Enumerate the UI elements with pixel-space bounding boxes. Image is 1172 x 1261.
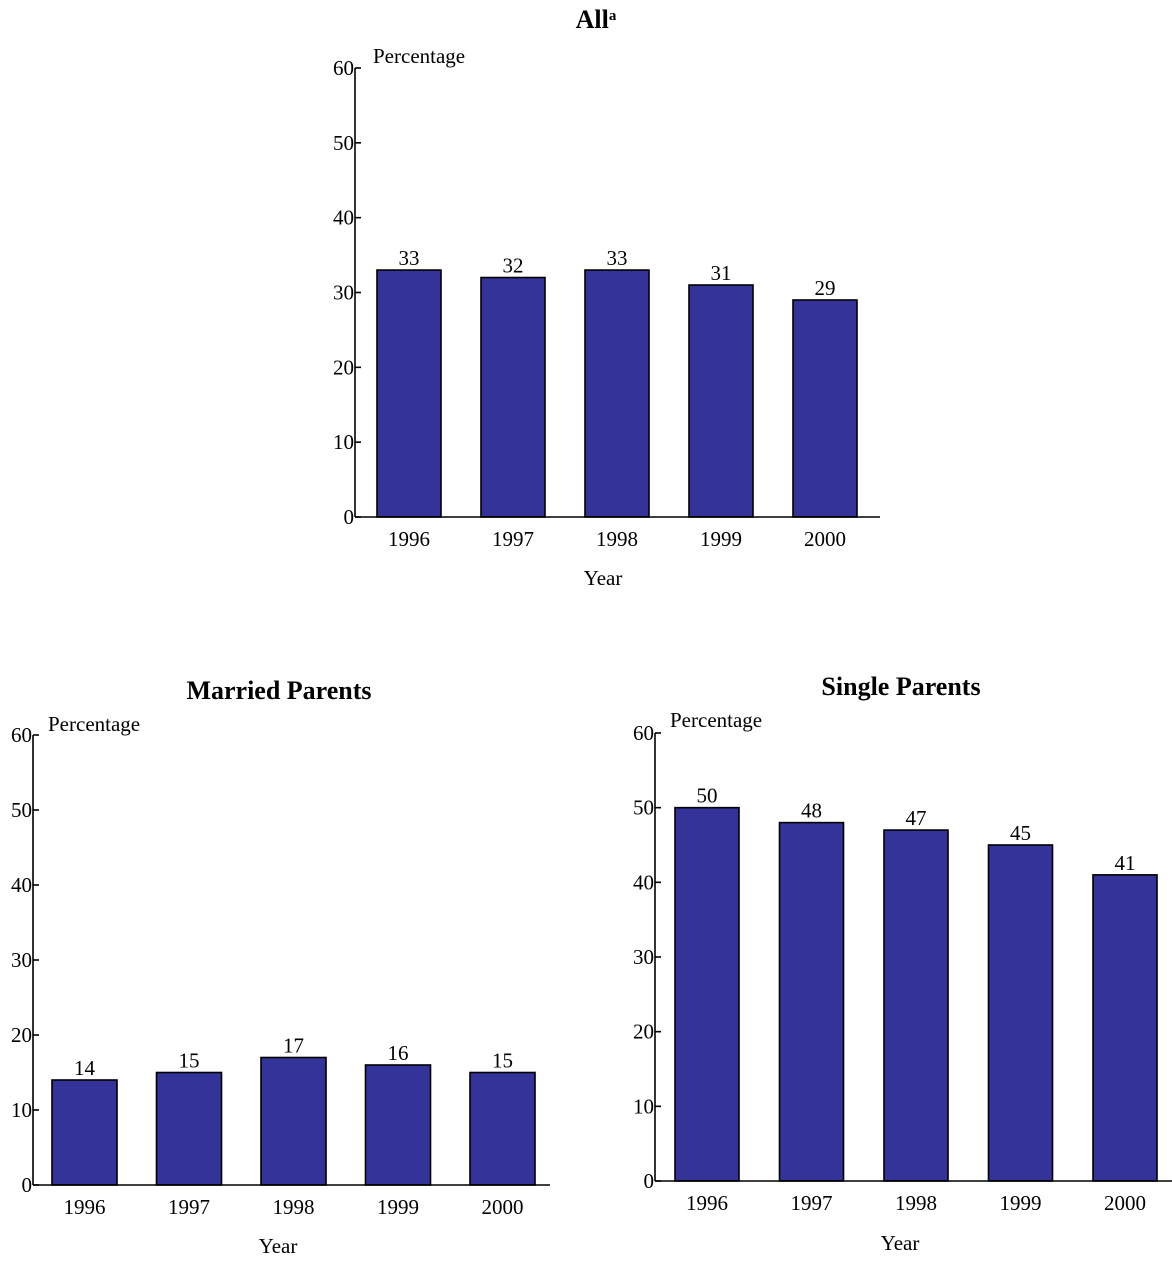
- chart-all-bar-1999: [688, 284, 754, 518]
- chart-all-axes: [354, 67, 880, 518]
- chart-all-bar-1996: [376, 269, 442, 518]
- chart-all-value-label-1996: 33: [399, 246, 420, 270]
- chart-married-parents-ylabel: Percentage: [48, 712, 140, 736]
- chart-married-parents-x-tick-label-2000: 2000: [482, 1195, 524, 1219]
- chart-single-parents-ylabel: Percentage: [670, 708, 762, 732]
- chart-single-parents-axes: [654, 732, 1172, 1182]
- chart-single-parents-value-label-1996: 50: [697, 784, 718, 808]
- chart-married-parents-bar-1998: [260, 1056, 327, 1186]
- chart-single-parents-y-tick-label-30: 30: [633, 945, 654, 969]
- chart-all-x-tick-label-2000: 2000: [804, 527, 846, 551]
- chart-all-value-label-1999: 31: [711, 261, 732, 285]
- chart-all-ylabel: Percentage: [373, 44, 465, 68]
- chart-single-parents-value-label-2000: 41: [1115, 851, 1136, 875]
- chart-single-parents-ticks: 1996 1997 1998 1999 2000 0 10 20 30 40 50 60: [633, 721, 1146, 1215]
- chart-all-xlabel: Year: [584, 566, 623, 590]
- chart-married-parents-y-tick-label-30: 30: [11, 948, 32, 972]
- chart-single-parents-bar-1999: [987, 844, 1054, 1182]
- chart-single-parents-bar-1997: [778, 821, 845, 1182]
- chart-single-parents-x-tick-label-1997: 1997: [791, 1191, 833, 1215]
- chart-all-y-tick-label-10: 10: [333, 430, 354, 454]
- chart-married-parents-x-tick-label-1997: 1997: [168, 1195, 210, 1219]
- chart-single-parents-y-tick-label-10: 10: [633, 1094, 654, 1118]
- chart-single-parents-bars: 50 48 47 45 41: [674, 784, 1158, 1182]
- chart-married-parents-value-label-1998: 17: [283, 1034, 304, 1058]
- chart-single-parents-title: Single Parents: [821, 672, 980, 701]
- chart-married-parents-x-tick-label-1998: 1998: [273, 1195, 315, 1219]
- chart-single-parents-value-label-1998: 47: [906, 806, 927, 830]
- chart-all-bar-1998: [584, 269, 650, 518]
- chart-all-bar-2000: [792, 299, 858, 518]
- chart-single-parents-y-tick-label-40: 40: [633, 870, 654, 894]
- chart-single-parents-x-tick-label-1996: 1996: [686, 1191, 728, 1215]
- chart-single-parents-value-label-1999: 45: [1010, 821, 1031, 845]
- chart-all-y-tick-label-40: 40: [333, 206, 354, 230]
- chart-married-parents-y-tick-label-50: 50: [11, 798, 32, 822]
- chart-married-parents-axes: [32, 734, 550, 1186]
- chart-married-parents-y-tick-label-20: 20: [11, 1023, 32, 1047]
- chart-single-parents-y-tick-label-50: 50: [633, 796, 654, 820]
- chart-married-parents-ticks: 1996 1997 1998 1999 2000 0 10 20 30 40 50 60: [11, 723, 524, 1219]
- chart-married-parents-title: Married Parents: [186, 676, 371, 705]
- chart-married-parents-bars: 14 15 17 16 15: [51, 1034, 536, 1186]
- chart-married-parents-bar-1997: [155, 1071, 223, 1186]
- chart-married-parents-x-tick-label-1996: 1996: [64, 1195, 106, 1219]
- chart-single-parents-x-tick-label-1998: 1998: [895, 1191, 937, 1215]
- chart-married-parents-x-tick-label-1999: 1999: [377, 1195, 419, 1219]
- chart-married-parents-bar-2000: [469, 1071, 536, 1186]
- chart-married-parents-value-label-1996: 14: [74, 1056, 96, 1080]
- chart-married-parents-y-tick-label-0: 0: [22, 1173, 33, 1197]
- chart-married-parents-value-label-1997: 15: [179, 1049, 200, 1073]
- chart-married-parents-value-label-2000: 15: [492, 1049, 513, 1073]
- chart-single-parents-bar-1996: [674, 806, 740, 1182]
- chart-all-title: Alla: [576, 5, 617, 34]
- chart-married-parents-xlabel: Year: [259, 1234, 298, 1258]
- chart-single-parents-bar-2000: [1092, 874, 1158, 1182]
- chart-single-parents-xlabel: Year: [881, 1231, 920, 1255]
- chart-single-parents-x-tick-label-1999: 1999: [1000, 1191, 1042, 1215]
- chart-all-bars: 33 32 33 31 29: [376, 246, 858, 518]
- chart-all-x-tick-label-1997: 1997: [492, 527, 534, 551]
- chart-single-parents-y-tick-label-20: 20: [633, 1020, 654, 1044]
- chart-single-parents-bar-1998: [883, 829, 949, 1182]
- chart-married-parents-y-tick-label-60: 60: [11, 723, 32, 747]
- chart-all-y-tick-label-50: 50: [333, 131, 354, 155]
- chart-all-bar-1997: [480, 276, 546, 518]
- chart-married-parents: Married Parents Percentage Year 14 15 17 16…: [11, 676, 550, 1258]
- chart-all-y-tick-label-0: 0: [344, 505, 355, 529]
- chart-all-ticks: 1996 1997 1998 1999 2000 0 10 20 30 40 50 60: [333, 56, 846, 551]
- chart-all-title-superscript: a: [609, 8, 617, 24]
- chart-all-y-tick-label-30: 30: [333, 281, 354, 305]
- chart-married-parents-value-label-1999: 16: [388, 1041, 409, 1065]
- chart-all-value-label-1997: 32: [503, 254, 524, 278]
- chart-single-parents-y-tick-label-60: 60: [633, 721, 654, 745]
- chart-all-y-tick-label-60: 60: [333, 56, 354, 80]
- chart-all: Alla Percentage Year 33 32 33 31 29 1996 1997…: [333, 5, 880, 590]
- chart-all-x-tick-label-1996: 1996: [388, 527, 430, 551]
- chart-married-parents-bar-1999: [364, 1064, 432, 1186]
- chart-single-parents-y-tick-label-0: 0: [644, 1169, 655, 1193]
- chart-all-y-tick-label-20: 20: [333, 355, 354, 379]
- chart-all-value-label-2000: 29: [815, 276, 836, 300]
- chart-all-value-label-1998: 33: [607, 246, 628, 270]
- chart-single-parents-value-label-1997: 48: [801, 799, 822, 823]
- chart-married-parents-y-tick-label-40: 40: [11, 873, 32, 897]
- chart-married-parents-y-tick-label-10: 10: [11, 1098, 32, 1122]
- chart-single-parents: Single Parents Percentage Year 50 48 47 45 4…: [633, 672, 1172, 1255]
- chart-single-parents-x-tick-label-2000: 2000: [1104, 1191, 1146, 1215]
- chart-all-x-tick-label-1999: 1999: [700, 527, 742, 551]
- chart-all-x-tick-label-1998: 1998: [596, 527, 638, 551]
- chart-married-parents-bar-1996: [51, 1079, 118, 1186]
